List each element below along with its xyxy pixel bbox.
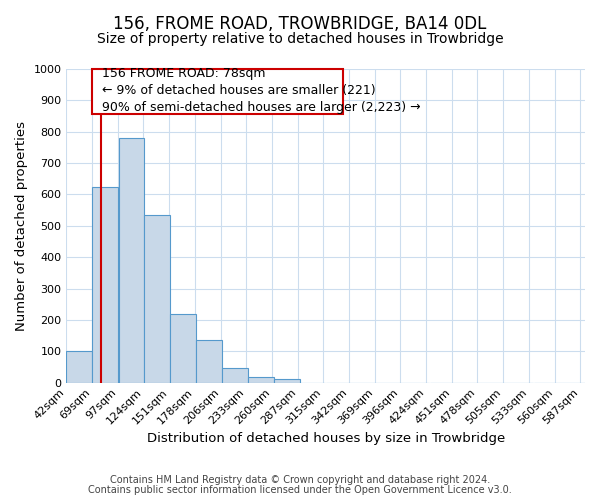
Bar (92, 186, 118, 382)
Bar (170, 314, 196, 382)
Bar (223, 368, 248, 382)
FancyBboxPatch shape (92, 69, 343, 114)
Bar (274, 380, 299, 382)
X-axis label: Distribution of detached houses by size in Trowbridge: Distribution of detached houses by size … (146, 432, 505, 445)
Bar (196, 340, 221, 382)
Bar (145, 215, 170, 382)
Bar (67, 351, 92, 382)
Bar (119, 138, 145, 382)
Y-axis label: Number of detached properties: Number of detached properties (15, 121, 28, 331)
Text: 156, FROME ROAD, TROWBRIDGE, BA14 0DL: 156, FROME ROAD, TROWBRIDGE, BA14 0DL (113, 15, 487, 33)
Text: Contains public sector information licensed under the Open Government Licence v3: Contains public sector information licen… (88, 485, 512, 495)
Text: Size of property relative to detached houses in Trowbridge: Size of property relative to detached ho… (97, 32, 503, 46)
Text: 156 FROME ROAD: 78sqm
← 9% of detached houses are smaller (221)
90% of semi-deta: 156 FROME ROAD: 78sqm ← 9% of detached h… (103, 66, 421, 114)
Text: Contains HM Land Registry data © Crown copyright and database right 2024.: Contains HM Land Registry data © Crown c… (110, 475, 490, 485)
Bar (248, 377, 274, 382)
